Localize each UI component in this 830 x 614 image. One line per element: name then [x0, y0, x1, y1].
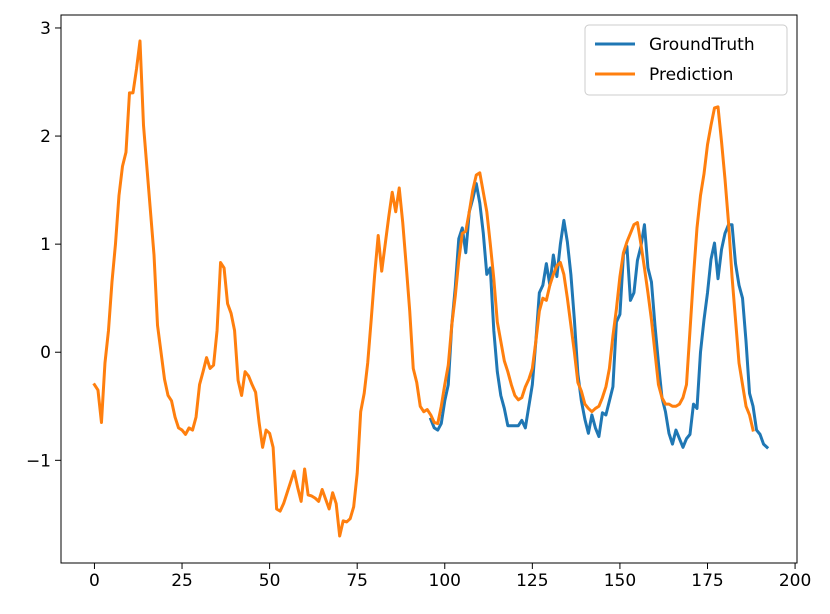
y-tick-label: −1 [26, 451, 51, 471]
plot-frame [60, 14, 798, 564]
x-tick-label: 100 [429, 571, 461, 591]
y-tick-label: 2 [40, 127, 51, 147]
x-tick-label: 200 [779, 571, 811, 591]
y-tick-label: 1 [40, 235, 51, 255]
series-line-groundtruth [428, 182, 770, 450]
y-axis: −1 0 1 2 3 [26, 19, 61, 471]
x-tick-label: 50 [259, 571, 281, 591]
plot-area [61, 15, 797, 563]
legend-label-groundtruth: GroundTruth [649, 35, 755, 55]
x-tick-label: 25 [171, 571, 193, 591]
x-tick-label: 0 [89, 571, 100, 591]
x-tick-label: 175 [691, 571, 723, 591]
x-axis: 0 25 50 75 100 125 150 175 200 [89, 563, 811, 591]
x-tick-label: 125 [516, 571, 548, 591]
series-layer [92, 39, 770, 538]
y-tick-label: 3 [40, 19, 51, 39]
x-tick-label: 150 [604, 571, 636, 591]
legend-label-prediction: Prediction [649, 65, 733, 85]
y-tick-label: 0 [40, 343, 51, 363]
legend: GroundTruth Prediction [584, 24, 788, 96]
legend-box [584, 24, 788, 96]
x-tick-label: 75 [346, 571, 368, 591]
series-line-prediction [92, 39, 755, 538]
